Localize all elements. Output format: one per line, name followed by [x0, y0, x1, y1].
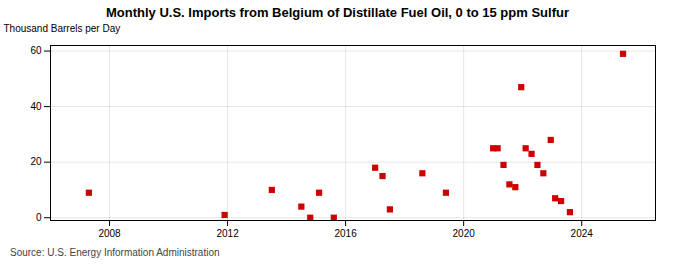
- svg-text:0: 0: [36, 212, 42, 223]
- html-text:Monthly U.S. Imports from Belg: Monthly U.S. Imports from Belgium of Dis…: [106, 5, 569, 20]
- html-text:Source: U.S. Energy Informatio: Source: U.S. Energy Information Administ…: [10, 247, 220, 258]
- svg-text:60: 60: [30, 45, 42, 56]
- svg-text:2008: 2008: [98, 228, 121, 239]
- svg-text:2020: 2020: [453, 228, 476, 239]
- svg-text:2012: 2012: [216, 228, 239, 239]
- svg-text:2016: 2016: [334, 228, 357, 239]
- svg-text:2024: 2024: [571, 228, 594, 239]
- svg-text:40: 40: [30, 101, 42, 112]
- svg-text:Thousand Barrels per Day: Thousand Barrels per Day: [4, 23, 121, 34]
- svg-text:20: 20: [30, 156, 42, 167]
